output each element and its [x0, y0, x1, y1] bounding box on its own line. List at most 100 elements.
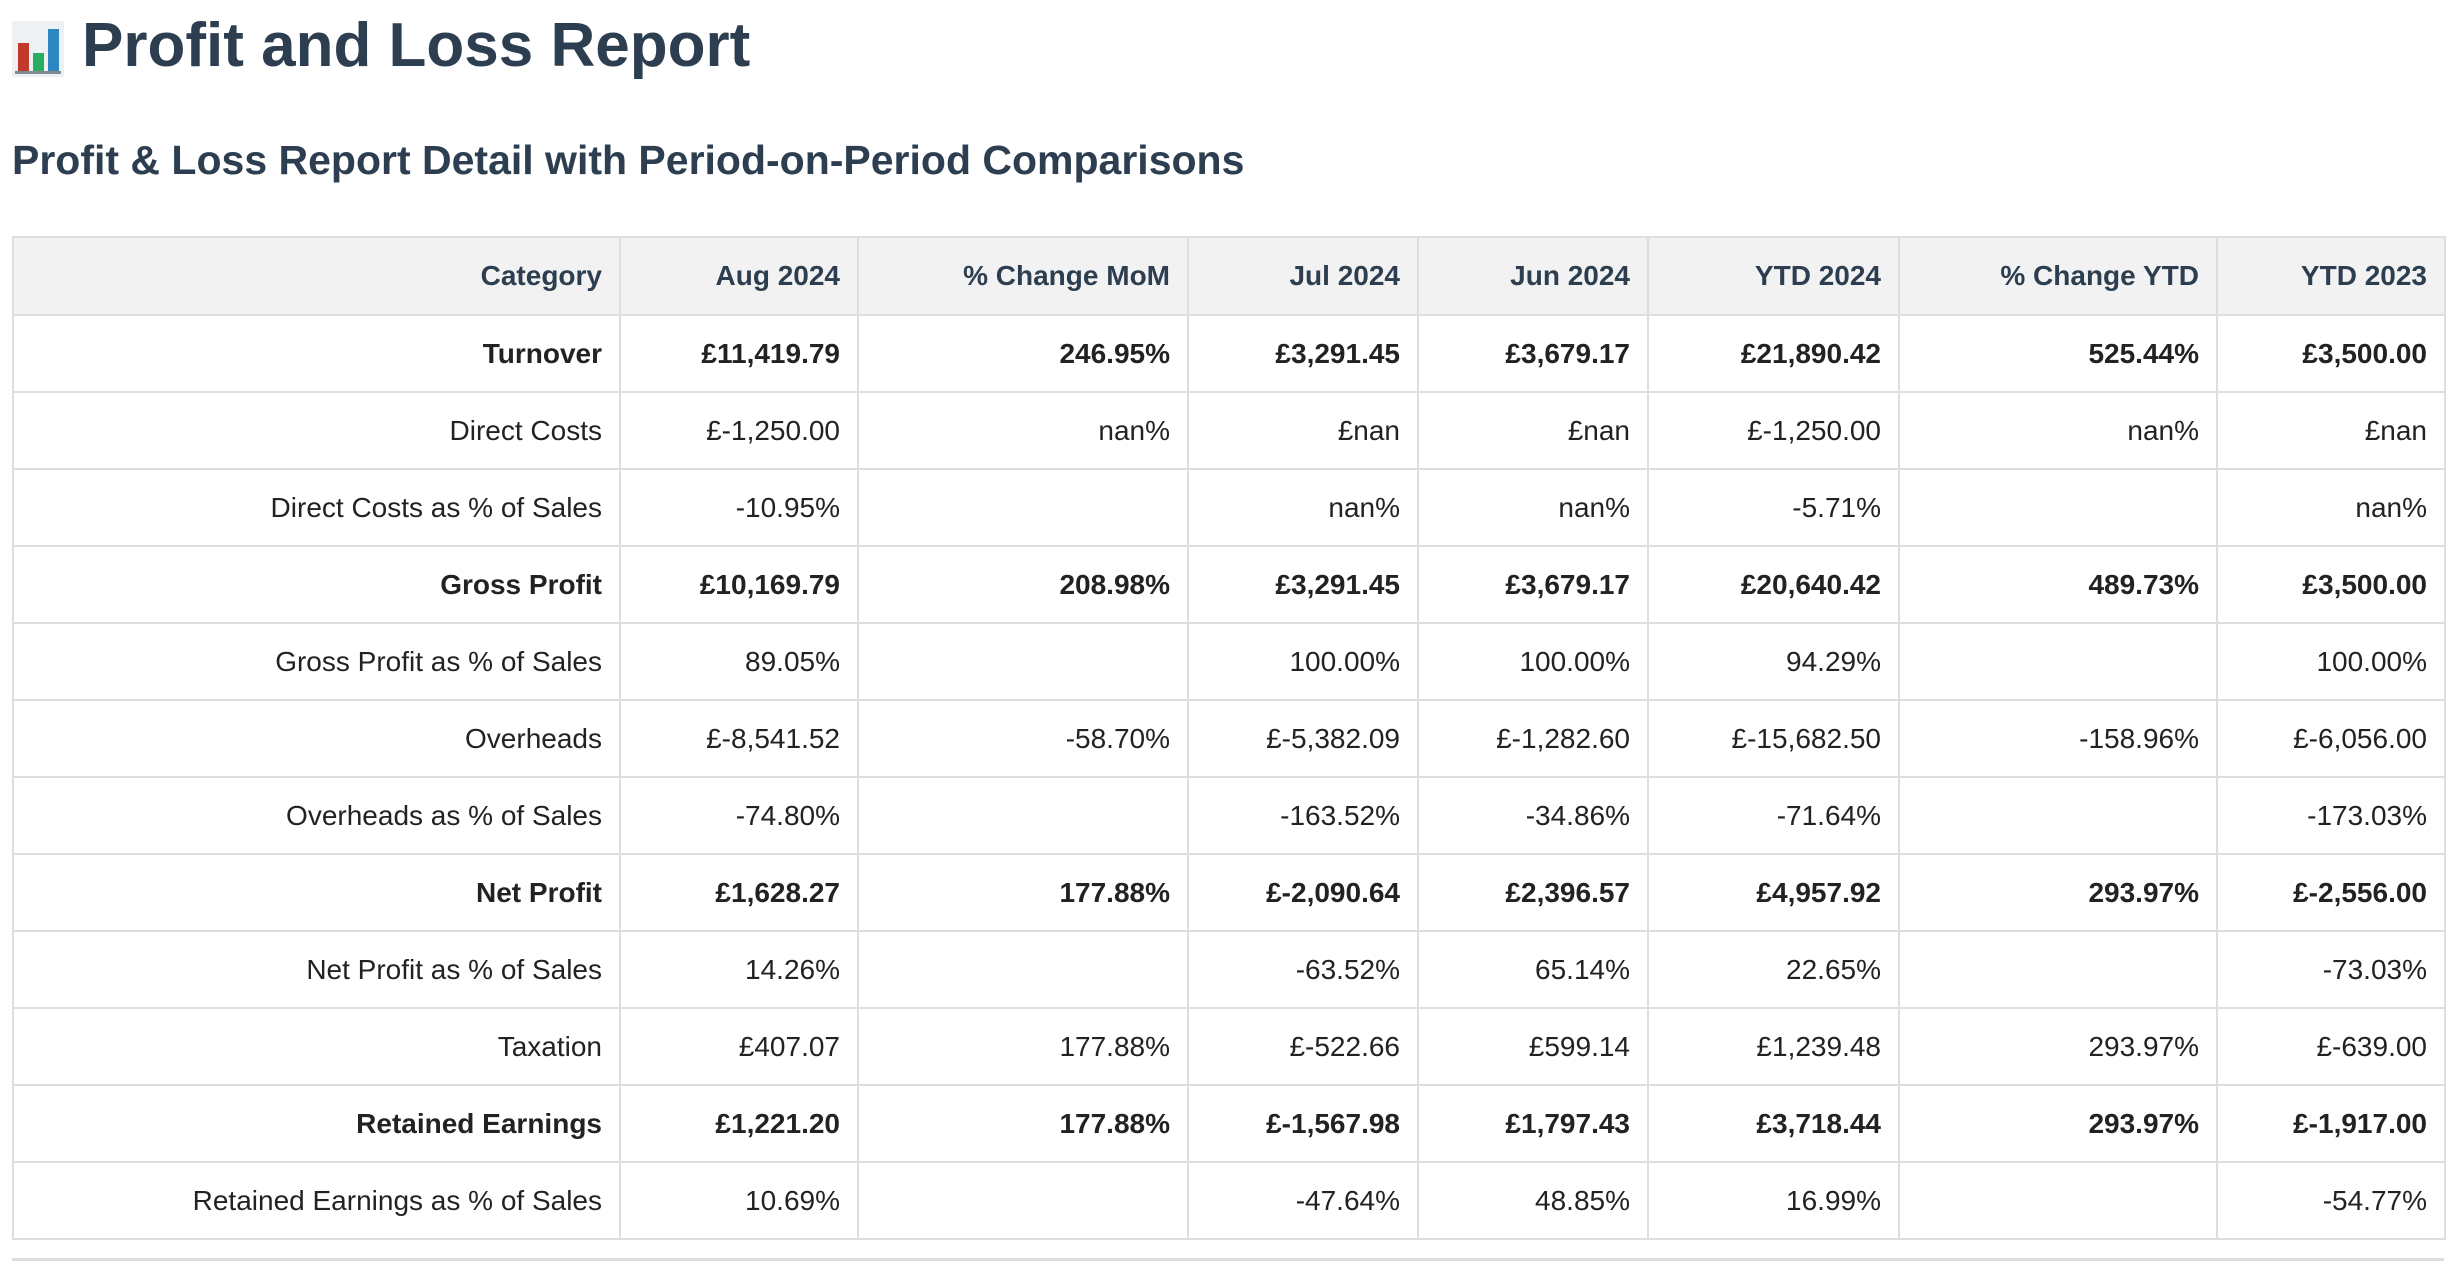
table-row: Net Profit as % of Sales 14.26% -63.52% 65.… [12, 930, 2446, 1009]
row-category-cell: Gross Profit [12, 545, 621, 624]
table-cell: £-1,250.00 [1647, 391, 1900, 470]
table-cell: 22.65% [1647, 930, 1900, 1009]
table-cell: £-2,556.00 [2216, 853, 2446, 932]
table-cell: £-522.66 [1187, 1007, 1419, 1086]
table-cell: £-1,567.98 [1187, 1084, 1419, 1163]
table-cell: £-5,382.09 [1187, 699, 1419, 778]
table-cell [857, 468, 1189, 547]
table-cell: -158.96% [1898, 699, 2218, 778]
table-cell: £21,890.42 [1647, 314, 1900, 393]
table-cell: -173.03% [2216, 776, 2446, 855]
table-row: Gross Profit £10,169.79 208.98% £3,291.45 £3… [12, 545, 2446, 624]
table-cell: nan% [1187, 468, 1419, 547]
table-cell: £20,640.42 [1647, 545, 1900, 624]
table-cell: 48.85% [1417, 1161, 1649, 1240]
table-cell: £3,679.17 [1417, 545, 1649, 624]
profit-loss-table: Category Aug 2024% Change MoM Jul 2024 Jun … [12, 236, 2446, 1240]
table-cell: £1,797.43 [1417, 1084, 1649, 1163]
table-row: Overheads £-8,541.52 -58.70% £-5,382.09 £-1,… [12, 699, 2446, 778]
table-cell: nan% [857, 391, 1189, 470]
row-category-cell: Retained Earnings as % of Sales [12, 1161, 621, 1240]
table-cell: nan% [1417, 468, 1649, 547]
table-cell: 489.73% [1898, 545, 2218, 624]
table-cell: -73.03% [2216, 930, 2446, 1009]
table-cell: £-1,917.00 [2216, 1084, 2446, 1163]
column-header: Jul 2024 [1187, 236, 1419, 316]
table-cell [857, 622, 1189, 701]
table-cell: £nan [2216, 391, 2446, 470]
table-cell: 65.14% [1417, 930, 1649, 1009]
table-cell: £-1,282.60 [1417, 699, 1649, 778]
row-category-cell: Overheads [12, 699, 621, 778]
column-header: % Change YTD [1898, 236, 2218, 316]
table-cell: £599.14 [1417, 1007, 1649, 1086]
table-cell [1898, 1161, 2218, 1240]
table-cell: -163.52% [1187, 776, 1419, 855]
table-cell: -10.95% [619, 468, 859, 547]
table-cell: 293.97% [1898, 1007, 2218, 1086]
row-category-cell: Retained Earnings [12, 1084, 621, 1163]
table-row: Gross Profit as % of Sales 89.05% 100.00% 1… [12, 622, 2446, 701]
table-row: Direct Costs as % of Sales -10.95% nan% nan… [12, 468, 2446, 547]
table-cell: 89.05% [619, 622, 859, 701]
table-row: Net Profit £1,628.27 177.88% £-2,090.64 £2,3… [12, 853, 2446, 932]
table-cell: £-2,090.64 [1187, 853, 1419, 932]
row-category-cell: Overheads as % of Sales [12, 776, 621, 855]
table-cell: £-8,541.52 [619, 699, 859, 778]
table-cell: nan% [2216, 468, 2446, 547]
table-cell: £11,419.79 [619, 314, 859, 393]
table-bottom-border [12, 1258, 2444, 1261]
table-cell: £10,169.79 [619, 545, 859, 624]
table-cell: £1,628.27 [619, 853, 859, 932]
table-cell: -74.80% [619, 776, 859, 855]
table-cell: 525.44% [1898, 314, 2218, 393]
table-row: Turnover £11,419.79 246.95% £3,291.45 £3,679… [12, 314, 2446, 393]
table-cell: £407.07 [619, 1007, 859, 1086]
column-header: Aug 2024 [619, 236, 859, 316]
table-cell: nan% [1898, 391, 2218, 470]
table-cell [1898, 776, 2218, 855]
table-body: Turnover £11,419.79 246.95% £3,291.45 £3,679… [12, 314, 2446, 1240]
table-cell: -47.64% [1187, 1161, 1419, 1240]
table-cell: 177.88% [857, 853, 1189, 932]
table-cell: 94.29% [1647, 622, 1900, 701]
table-cell: £-639.00 [2216, 1007, 2446, 1086]
column-header: YTD 2023 [2216, 236, 2446, 316]
table-cell: £3,718.44 [1647, 1084, 1900, 1163]
table-row: Retained Earnings £1,221.20 177.88% £-1,567… [12, 1084, 2446, 1163]
table-cell: £3,500.00 [2216, 545, 2446, 624]
row-category-cell: Direct Costs as % of Sales [12, 468, 621, 547]
table-cell: 100.00% [1187, 622, 1419, 701]
table-cell: -71.64% [1647, 776, 1900, 855]
table-cell: 100.00% [2216, 622, 2446, 701]
table-cell: £3,291.45 [1187, 314, 1419, 393]
table-cell: 10.69% [619, 1161, 859, 1240]
table-cell: £3,291.45 [1187, 545, 1419, 624]
page-title: Profit and Loss Report [12, 8, 750, 84]
table-cell: £nan [1417, 391, 1649, 470]
table-cell: 246.95% [857, 314, 1189, 393]
row-category-cell: Gross Profit as % of Sales [12, 622, 621, 701]
table-cell: £3,679.17 [1417, 314, 1649, 393]
table-cell: £-6,056.00 [2216, 699, 2446, 778]
table-cell: £nan [1187, 391, 1419, 470]
table-cell: £4,957.92 [1647, 853, 1900, 932]
report-subtitle: Profit & Loss Report Detail with Period-… [12, 137, 1245, 183]
table-cell: £1,221.20 [619, 1084, 859, 1163]
table-cell: 293.97% [1898, 853, 2218, 932]
table-cell [857, 776, 1189, 855]
table-cell: 208.98% [857, 545, 1189, 624]
column-header: Jun 2024 [1417, 236, 1649, 316]
table-header-row: Category Aug 2024% Change MoM Jul 2024 Jun … [12, 236, 2446, 316]
table-cell [1898, 930, 2218, 1009]
table-cell: -34.86% [1417, 776, 1649, 855]
table-cell: 177.88% [857, 1007, 1189, 1086]
row-category-cell: Turnover [12, 314, 621, 393]
table-cell [1898, 468, 2218, 547]
page-title-text: Profit and Loss Report [82, 11, 751, 80]
table-cell: 14.26% [619, 930, 859, 1009]
table-cell [1898, 622, 2218, 701]
table-cell: 100.00% [1417, 622, 1649, 701]
table-cell: -5.71% [1647, 468, 1900, 547]
